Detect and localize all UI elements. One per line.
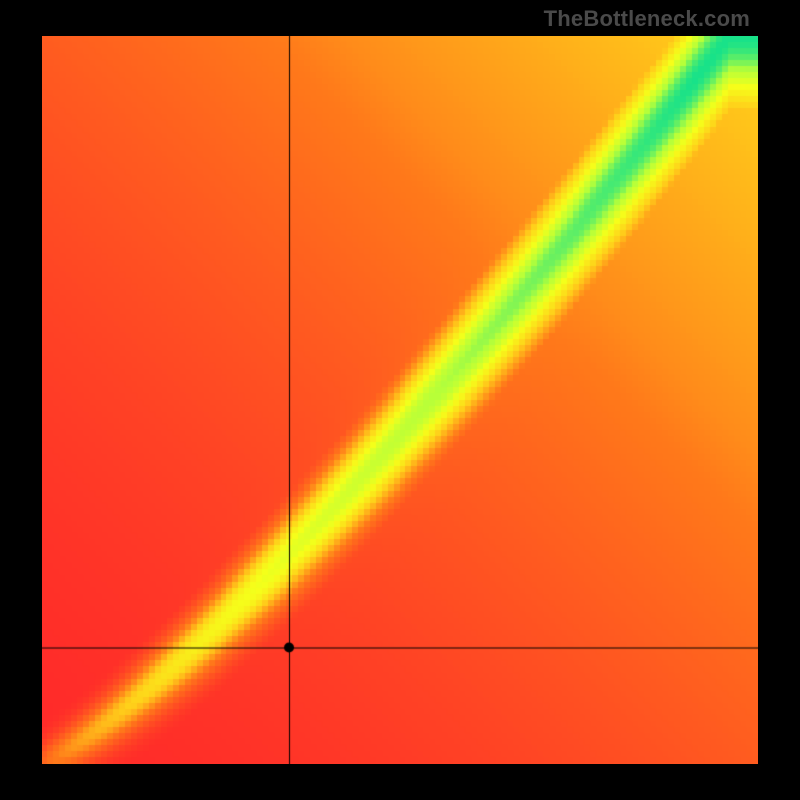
heatmap-canvas <box>42 36 758 764</box>
frame: TheBottleneck.com <box>0 0 800 800</box>
watermark-text: TheBottleneck.com <box>544 6 750 32</box>
heatmap-plot <box>42 36 758 764</box>
